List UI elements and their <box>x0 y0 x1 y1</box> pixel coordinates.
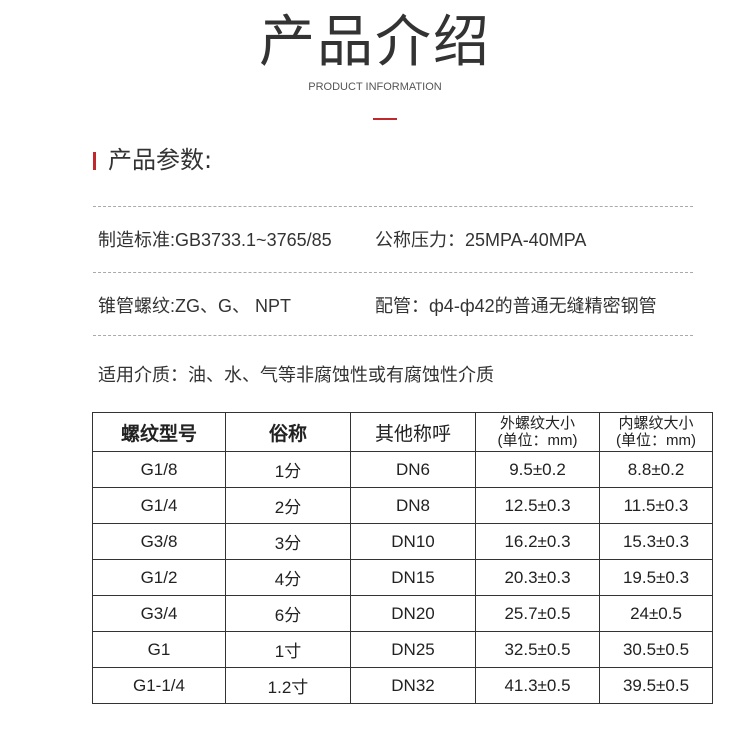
table-row: G1-1/4 1.2寸 DN32 41.3±0.5 39.5±0.5 <box>92 667 713 704</box>
divider <box>93 206 693 207</box>
thread-size-table: 螺纹型号 俗称 其他称呼 外螺纹大小 (单位：mm) 内螺纹大小 (单位：mm) G… <box>92 412 713 704</box>
table-cell: 15.3±0.3 <box>599 523 713 560</box>
table-row: G3/4 6分 DN20 25.7±0.5 24±0.5 <box>92 595 713 632</box>
header-common-name: 俗称 <box>225 412 351 452</box>
table-cell: G1/4 <box>92 487 226 524</box>
table-cell: 20.3±0.3 <box>475 559 600 596</box>
title-divider <box>373 118 397 120</box>
table-cell: 24±0.5 <box>599 595 713 632</box>
table-cell: 32.5±0.5 <box>475 631 600 668</box>
table-cell: 41.3±0.5 <box>475 667 600 704</box>
header-model: 螺纹型号 <box>92 412 226 452</box>
table-cell: 4分 <box>225 559 351 596</box>
table-cell: G3/8 <box>92 523 226 560</box>
table-cell: G1 <box>92 631 226 668</box>
table-cell: 30.5±0.5 <box>599 631 713 668</box>
section-marker <box>93 152 96 170</box>
header-inner-size: 内螺纹大小 (单位：mm) <box>599 412 713 452</box>
table-cell: 1.2寸 <box>225 667 351 704</box>
param-row: 适用介质：油、水、气等非腐蚀性或有腐蚀性介质 <box>98 364 708 386</box>
table-cell: 25.7±0.5 <box>475 595 600 632</box>
table-cell: 9.5±0.2 <box>475 451 600 488</box>
param-thread: 锥管螺纹:ZG、G、 NPT <box>98 296 291 316</box>
table-cell: 39.5±0.5 <box>599 667 713 704</box>
page-subtitle: PRODUCT INFORMATION <box>308 81 442 93</box>
table-cell: G3/4 <box>92 595 226 632</box>
param-row: 制造标准:GB3733.1~3765/85 公称压力：25MPA-40MPA <box>98 229 708 251</box>
section-title: 产品参数: <box>108 146 213 174</box>
table-cell: 6分 <box>225 595 351 632</box>
table-cell: DN6 <box>350 451 476 488</box>
param-pipe: 配管：ф4-ф42的普通无缝精密钢管 <box>375 296 657 316</box>
header-other-name: 其他称呼 <box>350 412 476 452</box>
table-cell: DN8 <box>350 487 476 524</box>
table-row: G1/8 1分 DN6 9.5±0.2 8.8±0.2 <box>92 451 713 488</box>
table-cell: G1/8 <box>92 451 226 488</box>
header-outer-size: 外螺纹大小 (单位：mm) <box>475 412 600 452</box>
table-cell: 3分 <box>225 523 351 560</box>
param-standard: 制造标准:GB3733.1~3765/85 <box>98 230 332 250</box>
table-cell: 16.2±0.3 <box>475 523 600 560</box>
table-cell: DN10 <box>350 523 476 560</box>
table-cell: 19.5±0.3 <box>599 559 713 596</box>
table-cell: G1-1/4 <box>92 667 226 704</box>
table-cell: 11.5±0.3 <box>599 487 713 524</box>
table-cell: 2分 <box>225 487 351 524</box>
table-row: G1 1寸 DN25 32.5±0.5 30.5±0.5 <box>92 631 713 668</box>
header-text: 外螺纹大小 <box>499 415 575 432</box>
table-cell: DN15 <box>350 559 476 596</box>
header-unit: (单位：mm) <box>497 432 578 449</box>
divider <box>93 335 693 336</box>
table-row: G3/8 3分 DN10 16.2±0.3 15.3±0.3 <box>92 523 713 560</box>
param-medium: 适用介质：油、水、气等非腐蚀性或有腐蚀性介质 <box>98 365 494 385</box>
param-row: 锥管螺纹:ZG、G、 NPT 配管：ф4-ф42的普通无缝精密钢管 <box>98 295 708 317</box>
table-cell: 1寸 <box>225 631 351 668</box>
page-title: 产品介绍 <box>259 10 491 75</box>
table-cell: DN20 <box>350 595 476 632</box>
header-text: 内螺纹大小 <box>618 415 694 432</box>
param-pressure: 公称压力：25MPA-40MPA <box>375 230 587 250</box>
table-cell: 12.5±0.3 <box>475 487 600 524</box>
table-header: 螺纹型号 俗称 其他称呼 外螺纹大小 (单位：mm) 内螺纹大小 (单位：mm) <box>92 412 713 452</box>
divider <box>93 272 693 273</box>
table-cell: DN25 <box>350 631 476 668</box>
table-cell: G1/2 <box>92 559 226 596</box>
table-row: G1/2 4分 DN15 20.3±0.3 19.5±0.3 <box>92 559 713 596</box>
table-cell: DN32 <box>350 667 476 704</box>
table-row: G1/4 2分 DN8 12.5±0.3 11.5±0.3 <box>92 487 713 524</box>
table-cell: 8.8±0.2 <box>599 451 713 488</box>
header-unit: (单位：mm) <box>616 432 696 449</box>
table-cell: 1分 <box>225 451 351 488</box>
